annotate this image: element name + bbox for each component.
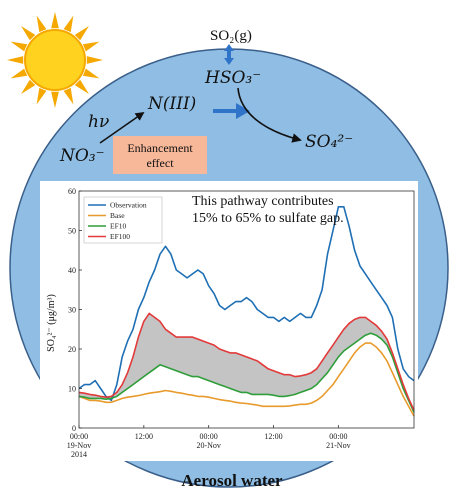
x-tick-label: 20-Nov <box>196 441 220 450</box>
x-tick-label: 12:00 <box>135 432 153 441</box>
sun-ray <box>10 68 28 79</box>
x-tick-label: 19-Nov <box>67 441 91 450</box>
legend-label: EF10 <box>110 222 127 231</box>
x-tick-label: 21-Nov <box>326 441 350 450</box>
y-tick-label: 60 <box>68 187 76 196</box>
sun-ray <box>86 56 103 64</box>
y-tick-label: 50 <box>68 227 76 236</box>
y-tick-label: 10 <box>68 385 76 394</box>
so4-label: SO₄²⁻ <box>305 132 353 152</box>
photolysis-arrow-icon <box>99 111 145 144</box>
sun-ray <box>82 68 100 79</box>
series-line-observation <box>78 206 415 402</box>
x-tick-label: 12:00 <box>264 432 282 441</box>
sun-ray <box>36 15 47 33</box>
uncertainty-band <box>79 313 414 413</box>
aerosol-water-label: Aerosol water <box>181 471 283 490</box>
so2-equilibrium-arrow-icon <box>224 44 234 65</box>
x-tick-label: 00:00 <box>200 432 218 441</box>
chart-annotation-line2: 15% to 65% to sulfate gap. <box>192 211 344 226</box>
x-tick-label: 00:00 <box>329 432 347 441</box>
y-tick-label: 30 <box>68 306 76 315</box>
niii-label: N(III) <box>147 94 196 114</box>
y-tick-label: 0 <box>72 424 76 433</box>
so2-gas-label: SO₂(g) <box>210 28 252 44</box>
series-line-base <box>78 342 415 417</box>
series-line-ef10 <box>78 332 415 413</box>
enhancement-line2: effect <box>146 156 174 170</box>
sun-icon <box>7 12 103 108</box>
x-tick-label: 2014 <box>71 450 87 459</box>
sun-disc <box>24 29 86 91</box>
hv-label: hν <box>88 112 109 132</box>
sun-ray <box>63 15 74 33</box>
sun-ray <box>82 41 100 52</box>
sun-ray <box>10 41 28 52</box>
legend-label: Base <box>110 211 125 220</box>
sun-ray <box>21 79 36 94</box>
hso3-label: HSO₃⁻ <box>204 68 261 88</box>
y-tick-label: 20 <box>68 345 76 354</box>
double-arrow-shape <box>224 44 234 65</box>
y-axis-label: SO₄²⁻ (μg/m³) <box>46 294 57 352</box>
legend-label: EF100 <box>110 232 130 241</box>
chart-annotation-line1: This pathway contributes <box>192 194 334 209</box>
sun-ray <box>63 87 74 105</box>
sun-ray <box>51 91 59 108</box>
legend-label: Observation <box>110 201 147 210</box>
y-tick-label: 40 <box>68 266 76 275</box>
sun-ray <box>74 26 89 41</box>
no3-label: NO₃⁻ <box>59 146 105 166</box>
sun-ray <box>74 79 89 94</box>
series-line-ef100 <box>78 312 415 411</box>
sun-ray <box>21 26 36 41</box>
x-tick-label: 00:00 <box>70 432 88 441</box>
enhancement-line1: Enhancement <box>127 141 193 155</box>
sun-ray <box>51 12 59 29</box>
sun-ray <box>36 87 47 105</box>
sun-ray <box>7 56 24 64</box>
enhancement-effect-box <box>113 136 207 174</box>
oxidation-arrow-icon <box>237 87 302 143</box>
catalysis-arrow-icon <box>213 103 250 119</box>
